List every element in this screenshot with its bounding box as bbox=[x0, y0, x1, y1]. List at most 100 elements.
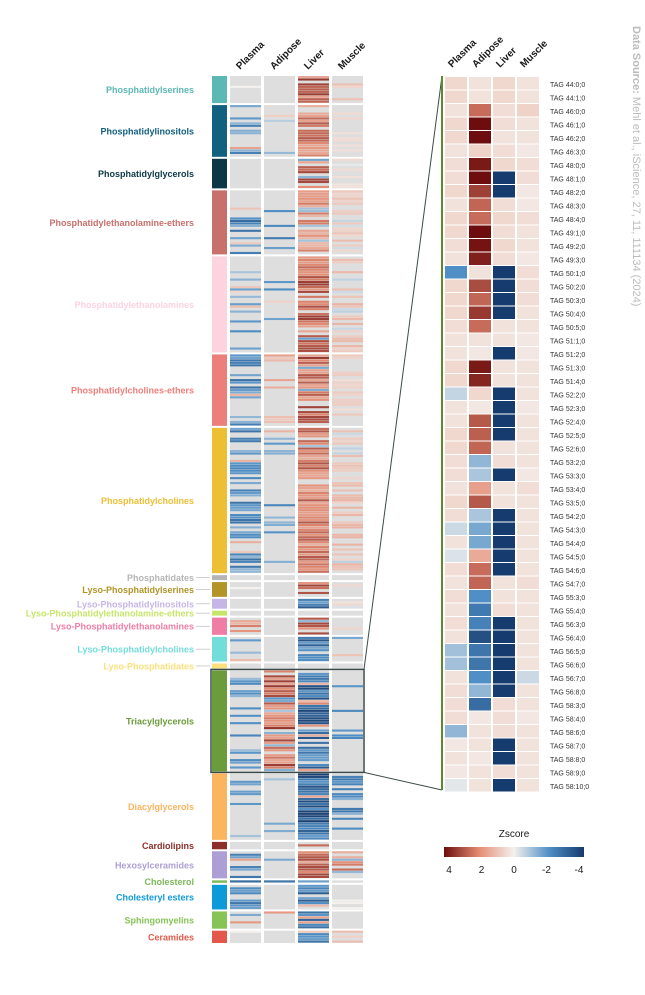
species-stripe bbox=[264, 682, 295, 685]
species-stripe bbox=[264, 704, 295, 707]
class-cell-bg bbox=[332, 610, 363, 616]
species-stripe bbox=[332, 858, 363, 861]
zoom-cell bbox=[493, 522, 515, 535]
class-cell-bg bbox=[264, 76, 295, 104]
zoom-cell bbox=[445, 725, 467, 738]
zoom-cell bbox=[469, 441, 491, 454]
species-stripe bbox=[332, 870, 363, 874]
species-stripe bbox=[332, 278, 363, 281]
species-stripe bbox=[298, 398, 329, 401]
species-stripe bbox=[264, 437, 295, 440]
species-stripe bbox=[264, 359, 295, 362]
species-stripe bbox=[298, 325, 329, 328]
class-color-strip bbox=[212, 256, 227, 353]
class-cell-bg bbox=[298, 663, 329, 669]
species-stripe bbox=[230, 440, 261, 443]
species-stripe bbox=[230, 494, 261, 497]
species-stripe bbox=[332, 85, 363, 88]
class-label: Lyso-Phosphatidylserines bbox=[82, 585, 194, 595]
species-stripe bbox=[230, 151, 261, 154]
species-stripe bbox=[298, 875, 329, 878]
species-stripe bbox=[298, 866, 329, 869]
species-stripe bbox=[332, 494, 363, 497]
species-stripe bbox=[332, 863, 363, 866]
zoom-cell bbox=[469, 387, 491, 400]
species-stripe bbox=[332, 137, 363, 140]
species-stripe bbox=[298, 591, 329, 595]
species-stripe bbox=[230, 555, 261, 558]
zoom-connector-top bbox=[363, 75, 443, 670]
species-stripe bbox=[298, 543, 329, 546]
zoom-species-label: TAG 58:6;0 bbox=[550, 730, 585, 737]
class-cell-bg bbox=[230, 575, 261, 581]
species-stripe bbox=[264, 754, 295, 757]
class-cell-bg bbox=[230, 610, 261, 616]
species-stripe bbox=[332, 354, 363, 357]
species-stripe bbox=[298, 675, 329, 678]
species-stripe bbox=[230, 802, 261, 806]
species-stripe bbox=[298, 396, 329, 399]
species-stripe bbox=[230, 759, 261, 762]
zoom-cell bbox=[445, 198, 467, 211]
zoom-cell bbox=[493, 347, 515, 360]
species-stripe bbox=[298, 369, 329, 372]
zoom-cell bbox=[493, 239, 515, 252]
zoom-cell bbox=[469, 117, 491, 130]
species-stripe bbox=[230, 237, 261, 240]
species-stripe bbox=[332, 345, 363, 348]
zoom-cell bbox=[517, 738, 539, 751]
species-stripe bbox=[230, 467, 261, 470]
zoom-highlight-box bbox=[210, 668, 365, 774]
species-stripe bbox=[298, 904, 329, 907]
species-stripe bbox=[298, 719, 329, 722]
species-stripe bbox=[264, 692, 295, 695]
species-stripe bbox=[298, 386, 329, 389]
species-stripe bbox=[298, 450, 329, 453]
species-stripe bbox=[298, 457, 329, 460]
species-stripe bbox=[298, 90, 329, 93]
species-stripe bbox=[298, 114, 329, 118]
class-block-phosphatidylinositols: Phosphatidylinositols bbox=[100, 105, 363, 157]
species-stripe bbox=[298, 484, 329, 487]
main-column-label-adipose: Adipose bbox=[268, 36, 304, 72]
species-stripe bbox=[230, 620, 261, 623]
species-stripe bbox=[264, 880, 295, 883]
class-cell-bg bbox=[332, 575, 363, 581]
zoom-cell bbox=[517, 617, 539, 630]
species-stripe bbox=[230, 509, 261, 512]
class-label: Hexosylceramides bbox=[115, 860, 194, 870]
species-stripe bbox=[230, 780, 261, 783]
zoom-cell bbox=[517, 603, 539, 616]
species-stripe bbox=[298, 506, 329, 509]
zoom-cell bbox=[493, 576, 515, 589]
species-stripe bbox=[298, 85, 329, 88]
species-stripe bbox=[332, 117, 363, 120]
species-stripe bbox=[298, 695, 329, 698]
species-stripe bbox=[332, 440, 363, 443]
species-stripe bbox=[298, 565, 329, 568]
species-stripe bbox=[264, 317, 295, 321]
species-stripe bbox=[298, 356, 329, 359]
class-cell-bg bbox=[264, 617, 295, 635]
species-stripe bbox=[298, 340, 329, 343]
zoom-cell bbox=[517, 779, 539, 792]
zoom-species-label: TAG 52:4;0 bbox=[550, 419, 585, 426]
species-stripe bbox=[264, 224, 295, 227]
species-stripe bbox=[230, 330, 261, 333]
zoom-cell bbox=[445, 711, 467, 724]
species-stripe bbox=[332, 83, 363, 86]
species-stripe bbox=[298, 305, 329, 308]
species-stripe bbox=[298, 442, 329, 445]
zoom-cell bbox=[517, 509, 539, 522]
species-stripe bbox=[230, 320, 261, 323]
zoom-cell bbox=[493, 725, 515, 738]
species-stripe bbox=[230, 420, 261, 424]
class-block-lyso-phosphatidylethanolamine-ethers: Lyso-Phosphatidylethanolamine-ethers bbox=[26, 609, 363, 619]
class-color-strip bbox=[212, 617, 227, 635]
zoom-cell bbox=[445, 495, 467, 508]
species-stripe bbox=[264, 237, 295, 240]
zoom-cell bbox=[517, 536, 539, 549]
species-stripe bbox=[332, 437, 363, 440]
species-stripe bbox=[298, 560, 329, 563]
svg-text:Data Source: Mehl et al: Data Source: Mehl et al., iScience, 27, … bbox=[630, 26, 642, 306]
